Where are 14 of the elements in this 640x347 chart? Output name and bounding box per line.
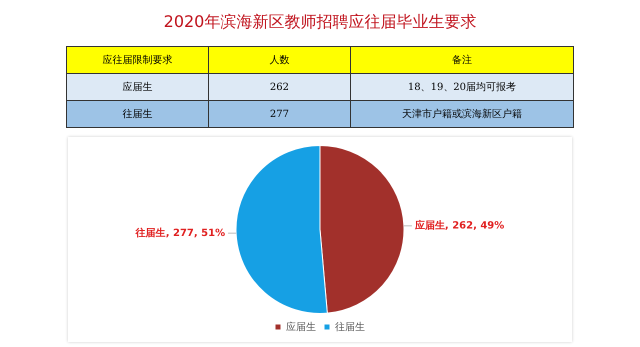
text: 天津市户籍或滨海新区户籍 [350,100,574,128]
text: 往届生 [66,100,208,128]
chart-title: 2020年滨海新区教师招聘应往届毕业生要求 [162,12,478,33]
data-label: 应届生, 262, 49% [414,219,504,232]
text: 277 [208,100,350,128]
data-label: 往届生, 277, 51% [134,226,226,239]
legend-label: 应届生 [286,320,316,333]
legend-label: 往届生 [335,320,365,333]
text: 备注 [350,46,574,74]
text: 人数 [208,46,350,74]
text: 应往届限制要求 [66,46,208,74]
text: 应届生 [66,74,208,100]
text: 262 [208,74,350,100]
text: 18、19、20届均可报考 [350,74,574,100]
